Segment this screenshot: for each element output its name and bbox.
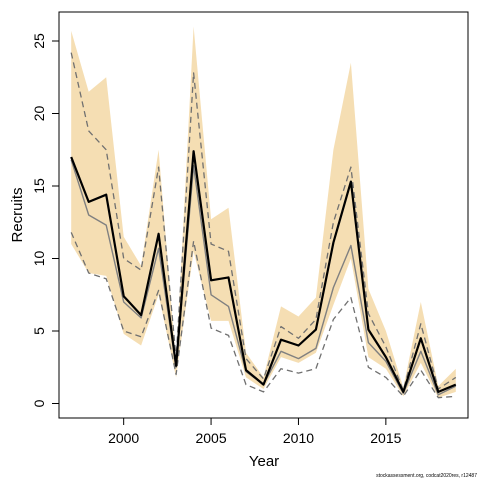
plot-layer [70,26,457,399]
x-axis: 2000 2005 2010 2015 [108,417,402,446]
x-tick-label-2000: 2000 [108,430,139,446]
series-line-3 [70,52,457,392]
x-tick-label-2005: 2005 [195,430,226,446]
y-tick-label-10: 10 [31,251,47,267]
series-line-4 [70,232,456,399]
confidence-band [71,26,456,398]
y-tick-label-15: 15 [31,178,47,194]
y-axis-title: Recruits [9,187,26,242]
y-tick-label-5: 5 [31,327,47,335]
y-tick-label-25: 25 [31,33,47,49]
y-tick-label-0: 0 [31,399,47,407]
footnote-text: stockassessment.org, codcat2020res, r124… [376,473,477,479]
x-tick-label-2010: 2010 [283,430,314,446]
x-axis-title: Year [249,453,279,470]
y-tick-label-20: 20 [31,106,47,122]
x-tick-label-2015: 2015 [370,430,401,446]
y-axis: 0 5 10 15 20 25 [31,33,60,407]
series-line-1 [70,150,457,393]
